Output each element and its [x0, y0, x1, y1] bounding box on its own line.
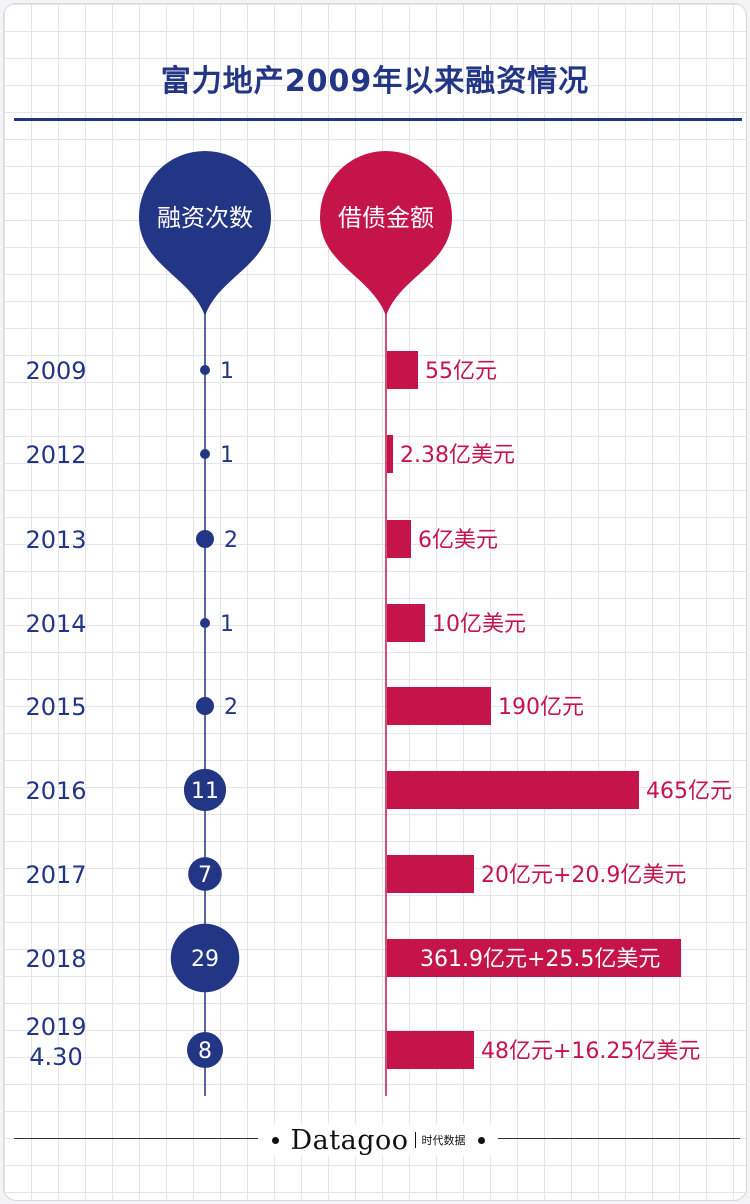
amount-bar: [387, 604, 425, 642]
year-label: 2009: [25, 357, 86, 385]
year-label: 2018: [25, 945, 86, 973]
count-bubble: [188, 857, 222, 891]
amount-label: 20亿元+20.9亿美元: [481, 863, 686, 888]
year-label: 2017: [25, 861, 86, 889]
footer-dot-right: [477, 1136, 485, 1144]
count-bubble: [170, 923, 240, 993]
amount-pin-marker-label: 借债金额: [338, 204, 434, 232]
amount-bar: [387, 939, 681, 977]
count-bubble: [196, 530, 214, 548]
count-label: 1: [220, 359, 234, 384]
amount-pin-marker: [320, 151, 452, 316]
year-label: 2019 4.30: [25, 1013, 86, 1071]
amount-label: 10亿美元: [432, 612, 526, 637]
count-bubble: [187, 1032, 223, 1068]
count-label: 8: [198, 1039, 212, 1064]
amount-label: 55亿元: [425, 359, 497, 384]
brand-logo: Datagoo: [290, 1124, 409, 1156]
brand-subtitle: 时代数据: [414, 1132, 466, 1148]
footer-brand: Datagoo 时代数据: [258, 1124, 498, 1156]
year-label: 2012: [25, 441, 86, 469]
footer-dot-left: [271, 1136, 279, 1144]
amount-bar: [387, 687, 491, 725]
year-label: 2013: [25, 526, 86, 554]
year-label: 2016: [25, 777, 86, 805]
page-title: 富力地产2009年以来融资情况: [160, 64, 590, 99]
count-bubble: [200, 365, 210, 375]
count-bubble: [200, 449, 210, 459]
count-label: 1: [220, 612, 234, 637]
amount-label: 361.9亿元+25.5亿美元: [420, 947, 660, 972]
count-label: 2: [224, 695, 238, 720]
year-label: 2015: [25, 693, 86, 721]
count-label: 7: [198, 863, 212, 888]
financing-chart: 融资次数 借债金额 2009 1 55亿元 2012 1 2.38亿美元 2013 2 6亿美元 20…: [25, 151, 732, 1096]
amount-label: 2.38亿美元: [400, 443, 515, 468]
count-label: 29: [191, 947, 219, 972]
amount-label: 48亿元+16.25亿美元: [481, 1039, 700, 1064]
count-pin-marker: [139, 151, 271, 316]
count-bubble: [183, 768, 227, 812]
count-bubble: [200, 618, 210, 628]
amount-label: 190亿元: [498, 695, 584, 720]
amount-bar: [387, 1031, 474, 1069]
title-divider: [14, 118, 742, 121]
amount-label: 6亿美元: [418, 528, 498, 553]
amount-bar: [387, 435, 393, 473]
count-label: 2: [224, 528, 238, 553]
amount-label: 465亿元: [646, 779, 732, 804]
count-bubble: [196, 697, 214, 715]
amount-bar: [387, 855, 474, 893]
count-label: 1: [220, 443, 234, 468]
infographic-card: 富力地产2009年以来融资情况 融资次数 借债金额 2009 1 55亿元 2012 1 2.…: [4, 4, 746, 1200]
count-pin-marker-label: 融资次数: [157, 204, 253, 232]
year-label: 2014: [25, 610, 86, 638]
amount-bar: [387, 771, 639, 809]
amount-bar: [387, 351, 418, 389]
count-label: 11: [191, 779, 219, 804]
amount-bar: [387, 520, 411, 558]
